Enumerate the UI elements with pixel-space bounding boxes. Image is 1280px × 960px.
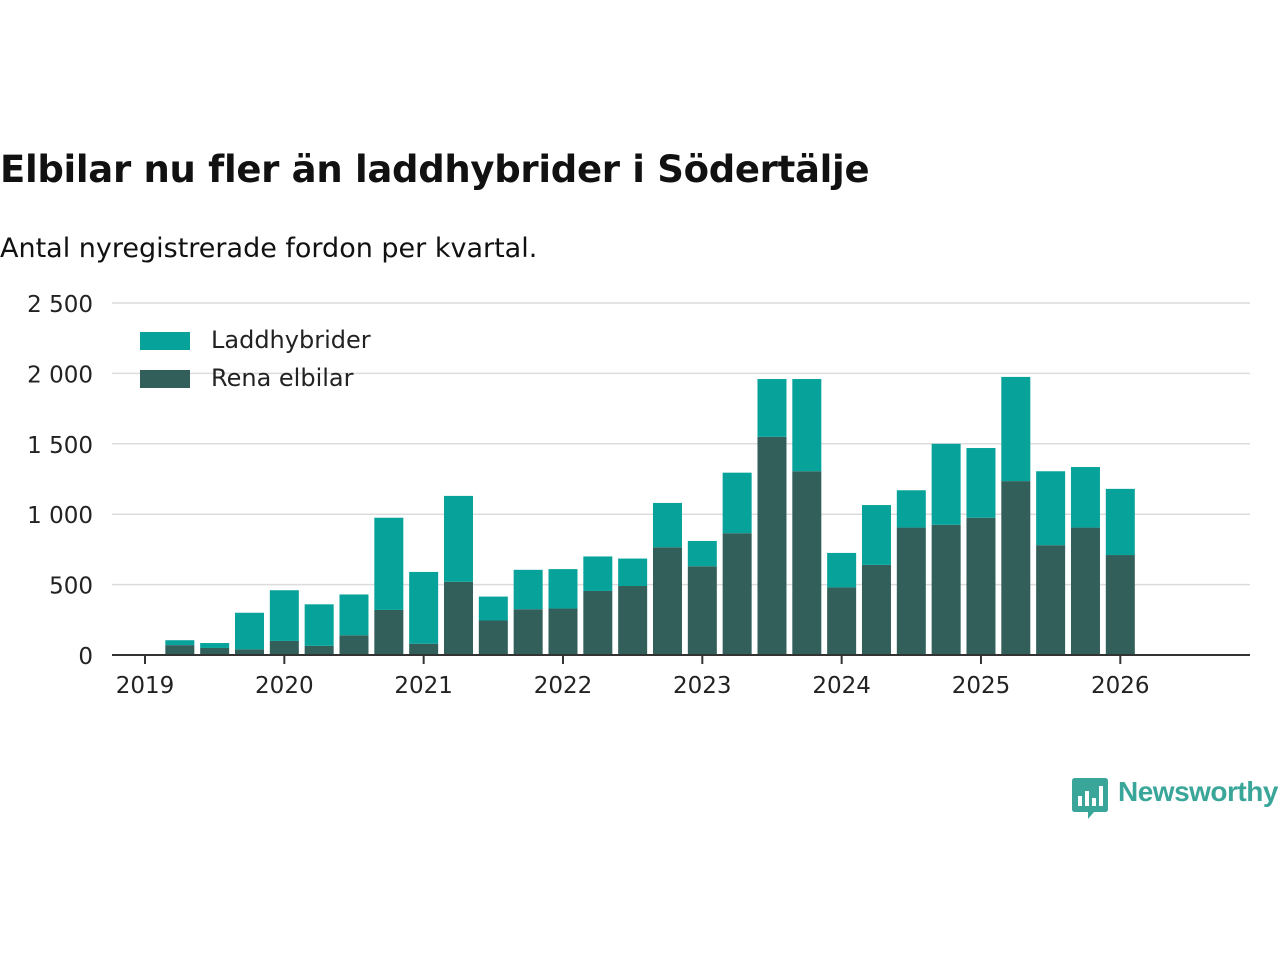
bar-rena-elbilar xyxy=(931,524,961,655)
bar-laddhybrider xyxy=(200,643,230,648)
x-tick-label: 2023 xyxy=(673,673,732,699)
bar-laddhybrider xyxy=(931,443,961,525)
bar-laddhybrider xyxy=(339,594,369,636)
bar-rena-elbilar xyxy=(513,609,543,655)
bar-laddhybrider xyxy=(966,448,996,518)
chart-title: Elbilar nu fler än laddhybrider i Södert… xyxy=(0,148,870,191)
bar-rena-elbilar xyxy=(374,609,404,655)
bar-rena-elbilar xyxy=(1036,545,1066,655)
x-tick-label: 2019 xyxy=(116,673,175,699)
bar-rena-elbilar xyxy=(269,640,299,655)
bar-laddhybrider xyxy=(409,571,439,644)
bar-laddhybrider xyxy=(165,640,195,646)
legend-swatch-laddhybrider xyxy=(140,332,190,350)
bar-rena-elbilar xyxy=(1001,481,1031,655)
bar-laddhybrider xyxy=(827,552,857,588)
bar-laddhybrider xyxy=(1070,467,1100,528)
x-tick-label: 2021 xyxy=(394,673,453,699)
bar-laddhybrider xyxy=(1036,471,1066,546)
x-tick-label: 2026 xyxy=(1091,673,1150,699)
bar-laddhybrider xyxy=(234,612,264,650)
newsworthy-logo-text: Newsworthy xyxy=(1118,776,1278,807)
bar-rena-elbilar xyxy=(722,533,752,655)
y-tick-label: 2 000 xyxy=(27,362,93,388)
bar-laddhybrider xyxy=(513,569,543,610)
bar-laddhybrider xyxy=(861,505,891,565)
bar-rena-elbilar xyxy=(304,645,334,655)
legend-label-laddhybrider: Laddhybrider xyxy=(211,326,371,354)
bar-rena-elbilar xyxy=(409,643,439,655)
bar-rena-elbilar xyxy=(757,436,787,655)
y-tick-label: 1 500 xyxy=(27,433,93,459)
x-tick-label: 2024 xyxy=(812,673,871,699)
y-tick-label: 1 000 xyxy=(27,503,93,529)
bar-rena-elbilar xyxy=(618,586,648,655)
bar-laddhybrider xyxy=(722,472,752,534)
bar-laddhybrider xyxy=(478,596,508,621)
bar-rena-elbilar xyxy=(966,517,996,655)
bar-rena-elbilar xyxy=(792,471,822,655)
x-tick-label: 2022 xyxy=(534,673,593,699)
bar-laddhybrider xyxy=(896,490,926,528)
bar-rena-elbilar xyxy=(652,547,682,655)
bar-rena-elbilar xyxy=(200,647,230,655)
bar-rena-elbilar xyxy=(1070,527,1100,655)
bar-rena-elbilar xyxy=(687,566,717,655)
bar-laddhybrider xyxy=(792,379,822,472)
bar-laddhybrider xyxy=(618,558,648,587)
bar-rena-elbilar xyxy=(1105,555,1135,655)
bar-rena-elbilar xyxy=(583,590,613,655)
x-tick-label: 2025 xyxy=(952,673,1011,699)
y-tick-label: 500 xyxy=(49,574,93,600)
bar-laddhybrider xyxy=(687,540,717,567)
bar-laddhybrider xyxy=(304,604,334,646)
bar-laddhybrider xyxy=(652,502,682,548)
x-tick-label: 2020 xyxy=(255,673,314,699)
bar-laddhybrider xyxy=(374,517,404,610)
bar-laddhybrider xyxy=(583,556,613,591)
bar-laddhybrider xyxy=(1105,488,1135,556)
bar-laddhybrider xyxy=(757,379,787,437)
bar-rena-elbilar xyxy=(234,649,264,655)
newsworthy-logo-icon xyxy=(1072,778,1108,824)
y-tick-label: 0 xyxy=(78,644,93,670)
y-tick-label: 2 500 xyxy=(27,292,93,318)
legend-swatch-rena-elbilar xyxy=(140,370,190,388)
bar-rena-elbilar xyxy=(896,527,926,655)
bar-laddhybrider xyxy=(269,590,299,641)
bar-rena-elbilar xyxy=(827,587,857,655)
bar-rena-elbilar xyxy=(165,645,195,655)
bar-rena-elbilar xyxy=(548,608,578,655)
bar-rena-elbilar xyxy=(861,564,891,655)
bar-laddhybrider xyxy=(548,569,578,609)
bar-rena-elbilar xyxy=(339,635,369,655)
bar-rena-elbilar xyxy=(478,620,508,655)
bar-rena-elbilar xyxy=(443,581,473,655)
bar-laddhybrider xyxy=(1001,376,1031,482)
bar-laddhybrider xyxy=(443,495,473,582)
chart-subtitle: Antal nyregistrerade fordon per kvartal. xyxy=(0,233,538,264)
legend-label-rena-elbilar: Rena elbilar xyxy=(211,364,354,392)
